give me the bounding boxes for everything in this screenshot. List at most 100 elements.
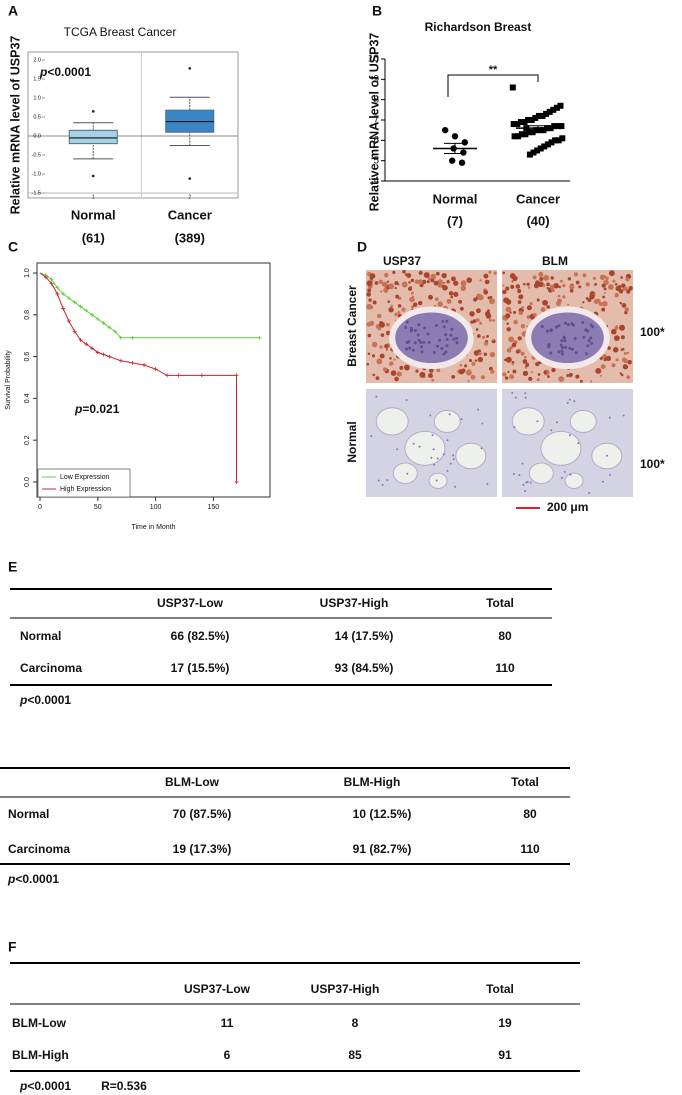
legend-label: High Expression: [60, 486, 111, 493]
cell: [408, 281, 411, 284]
cell: [371, 341, 378, 348]
cell: [575, 374, 580, 379]
nucleus: [434, 323, 438, 327]
nucleus: [557, 324, 561, 328]
fat-cell: [540, 430, 582, 466]
y-tick-label: 0.0: [24, 477, 31, 487]
cell: [523, 355, 527, 359]
nucleus: [601, 480, 604, 483]
micrograph: [502, 270, 633, 383]
censor-mark: [43, 275, 48, 280]
cell: [546, 282, 550, 287]
censor-mark: [176, 373, 181, 378]
nucleus: [563, 321, 567, 325]
cell: [418, 270, 423, 275]
cell: [558, 376, 565, 382]
cell: [380, 290, 383, 293]
cell: [419, 371, 426, 378]
category-count: (40): [526, 213, 549, 228]
cell: [427, 277, 431, 281]
dot: [510, 121, 517, 128]
censor-mark: [72, 329, 77, 334]
censor-mark: [118, 358, 123, 363]
cell: [506, 327, 511, 332]
nucleus: [442, 453, 445, 456]
cell: [490, 369, 495, 374]
y-tick-label: 0.5: [33, 114, 41, 120]
nucleus: [582, 335, 586, 339]
y-axis-label: Relative mRNA level of USP37: [8, 36, 22, 215]
cell: [582, 273, 587, 278]
nucleus: [512, 472, 515, 475]
cell: [575, 280, 580, 285]
censor-mark: [55, 291, 60, 296]
cell: [510, 284, 515, 289]
cell: [517, 300, 522, 304]
nucleus: [524, 490, 527, 493]
cell: [483, 273, 489, 279]
nucleus: [557, 350, 561, 354]
cell: [555, 301, 561, 307]
cell: [628, 286, 633, 291]
cell: [385, 348, 389, 351]
cell: [479, 279, 482, 282]
text-part: p: [7, 872, 15, 886]
cell: [418, 300, 423, 306]
dot: [543, 110, 550, 117]
nucleus: [420, 350, 424, 354]
table-cell: 6: [224, 1048, 231, 1062]
x-tick-label: 100: [150, 504, 162, 511]
nucleus: [547, 343, 551, 347]
cell: [602, 354, 607, 359]
censor-mark: [61, 306, 66, 311]
cell: [509, 374, 515, 380]
nucleus: [445, 337, 449, 341]
cell: [395, 294, 400, 299]
table-cell: 11: [221, 1016, 234, 1030]
cell: [539, 277, 544, 281]
column-label: USP37: [383, 254, 421, 268]
cell: [379, 353, 385, 359]
cell: [626, 351, 630, 355]
cell: [471, 361, 476, 366]
table-cell: 66 (82.5%): [171, 629, 230, 643]
fat-cell: [528, 462, 554, 484]
dot: [554, 123, 561, 130]
nucleus: [433, 463, 436, 466]
nucleus: [455, 336, 459, 340]
cell: [466, 277, 473, 283]
text-part: p: [39, 65, 47, 79]
cell: [626, 375, 631, 379]
cell: [522, 370, 529, 377]
cell: [560, 279, 563, 283]
cell: [617, 285, 622, 289]
cell: [621, 357, 627, 363]
row-label: Breast Cancer: [345, 285, 359, 367]
censor-mark: [84, 308, 89, 313]
cell: [485, 313, 492, 319]
censor-mark: [113, 329, 118, 334]
cell: [505, 356, 512, 363]
row-label: Normal: [20, 629, 61, 643]
nucleus: [435, 479, 438, 482]
text-part: =0.021: [82, 402, 119, 416]
survival-line: [39, 272, 237, 482]
cell: [431, 278, 435, 282]
nucleus: [427, 341, 431, 345]
cell: [530, 371, 533, 374]
cell: [389, 357, 392, 360]
cell: [483, 289, 489, 295]
category-count: (61): [82, 230, 105, 245]
dot: [525, 117, 532, 123]
fat-cell: [392, 462, 418, 484]
x-tick-label: 0: [38, 504, 42, 511]
nucleus: [446, 439, 449, 442]
x-tick-label: 2: [188, 194, 191, 200]
cell: [592, 276, 597, 280]
nucleus: [573, 400, 576, 403]
y-tick-label: 0.2: [24, 435, 31, 445]
nucleus: [445, 319, 449, 323]
y-axis-label: Relative mRNA level of USP37: [367, 33, 381, 212]
cell: [406, 273, 412, 279]
nucleus: [375, 395, 378, 398]
